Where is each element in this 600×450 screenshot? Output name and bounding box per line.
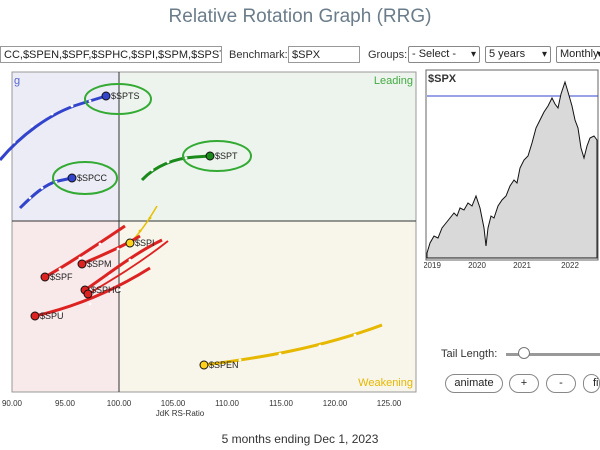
rrg-chart[interactable]: g Leading Weakening bbox=[0, 68, 420, 424]
period-select[interactable]: 5 years bbox=[485, 46, 551, 63]
spm-head[interactable] bbox=[77, 259, 87, 269]
groups-select[interactable]: - Select - bbox=[408, 46, 480, 63]
spf-head[interactable] bbox=[40, 272, 50, 282]
plus-button[interactable]: + bbox=[509, 374, 539, 393]
benchmark-input[interactable]: $SPX bbox=[288, 46, 360, 63]
symbol-label-spts: $SPTS bbox=[111, 91, 140, 101]
weakening-label: Weakening bbox=[358, 377, 413, 389]
fit-button[interactable]: fit bbox=[583, 374, 600, 393]
leading-quadrant bbox=[119, 72, 416, 221]
symbol-label-spu: $SPU bbox=[40, 311, 64, 321]
frequency-select[interactable]: Monthly bbox=[556, 46, 600, 63]
spt-tail bbox=[140, 154, 211, 182]
spt-highlight bbox=[182, 140, 252, 172]
spi-head[interactable] bbox=[125, 238, 135, 248]
spts-head[interactable] bbox=[101, 91, 111, 101]
symbol-label-spi: $SPI bbox=[135, 238, 155, 248]
tail-length-label: Tail Length: bbox=[441, 348, 498, 360]
controls-bar: CC,$SPEN,$SPF,$SPHC,$SPI,$SPM,$SPST,$ Be… bbox=[0, 44, 600, 70]
minus-button[interactable]: - bbox=[546, 374, 576, 393]
price-x-tick: 2022 bbox=[561, 261, 579, 270]
sphc-head-2[interactable] bbox=[83, 289, 93, 299]
benchmark-label: Benchmark: bbox=[229, 49, 288, 61]
x-tick: 95.00 bbox=[55, 399, 76, 408]
spcc-highlight bbox=[52, 161, 118, 195]
red-tails bbox=[34, 224, 169, 318]
spcc-head[interactable] bbox=[67, 173, 77, 183]
leading-label: Leading bbox=[374, 75, 413, 87]
spts-tail bbox=[0, 94, 107, 161]
spt-head[interactable] bbox=[205, 151, 215, 161]
tail-length-track[interactable] bbox=[506, 353, 600, 356]
x-tick: 105.00 bbox=[161, 399, 186, 408]
x-tick: 110.00 bbox=[215, 399, 239, 408]
spen-tail bbox=[203, 323, 383, 367]
price-x-tick: 2021 bbox=[513, 261, 531, 270]
price-chart-symbol: $SPX bbox=[428, 73, 457, 85]
plot-border bbox=[11, 71, 417, 393]
tail-length-slider[interactable] bbox=[518, 347, 530, 359]
x-tick: 90.00 bbox=[2, 399, 23, 408]
x-tick: 115.00 bbox=[269, 399, 293, 408]
animate-button[interactable]: animate bbox=[445, 374, 503, 393]
symbols-input[interactable]: CC,$SPEN,$SPF,$SPHC,$SPI,$SPM,$SPST,$ bbox=[0, 46, 222, 63]
price-area bbox=[426, 80, 598, 259]
symbol-label-spt: $SPT bbox=[215, 151, 238, 161]
price-x-tick: 2020 bbox=[468, 261, 486, 270]
x-tick: 125.00 bbox=[377, 399, 402, 408]
spen-head[interactable] bbox=[199, 360, 209, 370]
price-x-tick: 2019 bbox=[424, 261, 441, 270]
symbol-label-spf: $SPF bbox=[50, 272, 73, 282]
spu-head[interactable] bbox=[30, 311, 40, 321]
symbol-label-spcc: $SPCC bbox=[77, 173, 108, 183]
improving-label: g bbox=[14, 75, 20, 87]
spts-highlight bbox=[84, 83, 152, 115]
x-tick: 100.00 bbox=[107, 399, 132, 408]
spcc-tail bbox=[18, 176, 73, 210]
symbol-label-spm: $SPM bbox=[87, 259, 112, 269]
x-axis-label: JdK RS-Ratio bbox=[156, 409, 205, 418]
groups-label: Groups: bbox=[368, 49, 408, 61]
price-chart: $SPX 2019 2020 2021 2022 bbox=[424, 69, 599, 270]
symbol-label-spen: $SPEN bbox=[209, 360, 239, 370]
page-title: Relative Rotation Graph (RRG) bbox=[168, 6, 432, 27]
x-tick: 120.00 bbox=[323, 399, 348, 408]
weakening-quadrant bbox=[119, 221, 416, 392]
symbol-label-sphc: $SPHC bbox=[91, 285, 122, 295]
footer-caption: 5 months ending Dec 1, 2023 bbox=[221, 432, 379, 446]
